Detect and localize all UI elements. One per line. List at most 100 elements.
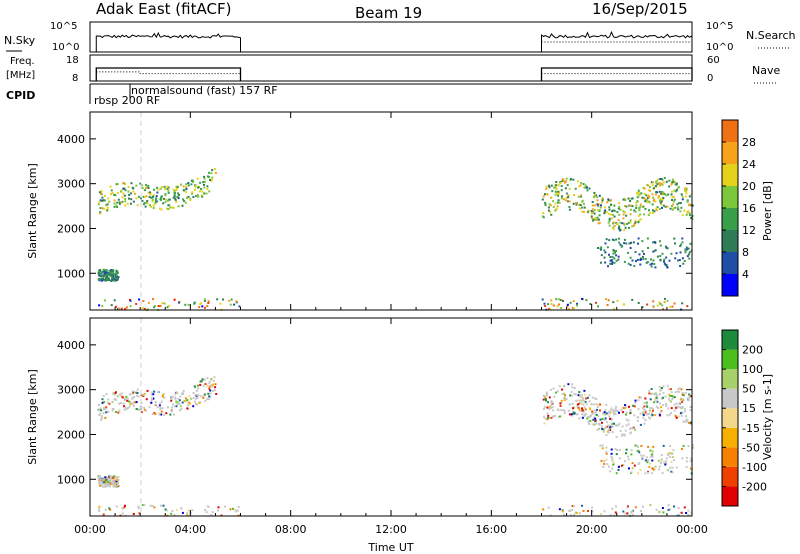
velocity-cell xyxy=(559,405,562,407)
velocity-cell xyxy=(145,409,148,412)
velocity-cell xyxy=(563,385,566,388)
velocity-cell xyxy=(99,484,101,487)
power-cell xyxy=(656,304,659,307)
velocity-cell xyxy=(561,388,564,391)
velocity-colorbar-swatch xyxy=(722,447,738,467)
power-cell xyxy=(560,185,563,187)
power-cell xyxy=(592,219,594,222)
velocity-cell xyxy=(112,476,115,479)
power-cell xyxy=(555,188,558,190)
power-cell xyxy=(663,193,666,196)
velocity-cell xyxy=(633,414,636,417)
velocity-cell xyxy=(583,389,586,392)
power-cell xyxy=(135,184,138,187)
velocity-cell xyxy=(202,397,205,399)
power-cell xyxy=(173,298,176,301)
velocity-cell xyxy=(648,466,651,468)
power-cell xyxy=(167,204,170,207)
velocity-cell xyxy=(627,505,629,508)
velocity-cell xyxy=(615,405,617,408)
power-cell xyxy=(686,210,689,213)
power-cell xyxy=(172,206,175,209)
velocity-cell xyxy=(611,507,614,510)
power-cell xyxy=(197,195,200,198)
velocity-cell xyxy=(625,413,627,416)
power-cell xyxy=(629,263,632,266)
power-cell xyxy=(661,183,664,186)
power-cell xyxy=(685,246,688,249)
velocity-cell xyxy=(184,397,187,400)
power-cell xyxy=(683,260,686,262)
power-cell xyxy=(610,203,612,206)
velocity-cell xyxy=(668,388,671,391)
velocity-cell xyxy=(632,427,634,430)
power-cell xyxy=(613,307,616,310)
velocity-cell xyxy=(614,407,617,410)
power-cell xyxy=(645,194,648,197)
power-cell xyxy=(541,198,544,201)
velocity-colorbar-swatch xyxy=(722,388,738,409)
velocity-cell xyxy=(681,406,684,409)
velocity-cell xyxy=(689,409,692,412)
velocity-cell xyxy=(605,446,608,449)
power-cell xyxy=(634,219,637,222)
noise-series-group xyxy=(95,30,693,52)
power-cell xyxy=(652,300,655,303)
power-cell xyxy=(132,190,135,193)
velocity-cell xyxy=(681,398,684,401)
power-cell xyxy=(605,238,608,241)
power-cell xyxy=(551,190,554,193)
power-cell xyxy=(660,200,663,203)
power-cell xyxy=(644,200,647,203)
velocity-cell xyxy=(106,401,109,404)
power-colorbar-label: Power [dB] xyxy=(761,181,774,241)
power-cell xyxy=(545,187,548,190)
velocity-cell xyxy=(547,506,550,509)
power-cell xyxy=(174,199,177,202)
velocity-cell xyxy=(628,405,630,408)
velocity-cell xyxy=(651,414,654,416)
power-cell xyxy=(575,203,578,206)
power-cell xyxy=(642,205,645,208)
velocity-cell xyxy=(584,414,586,417)
power-cell xyxy=(122,182,125,185)
power-cell xyxy=(107,197,110,200)
velocity-ytick-label-2: 3000 xyxy=(57,384,85,397)
velocity-cell xyxy=(680,406,682,409)
velocity-cell xyxy=(609,418,612,420)
power-cell xyxy=(646,303,649,306)
velocity-cell xyxy=(675,402,678,405)
power-cell xyxy=(201,195,204,198)
power-cell xyxy=(656,191,659,194)
power-cell xyxy=(155,197,158,200)
velocity-cell xyxy=(640,396,642,399)
velocity-cell xyxy=(613,413,616,416)
power-cell xyxy=(662,181,665,184)
velocity-cell xyxy=(650,388,653,390)
power-cell xyxy=(589,303,592,305)
velocity-cell xyxy=(107,410,110,413)
velocity-cell xyxy=(671,395,674,397)
power-colorbar-swatch xyxy=(722,230,738,252)
power-cell xyxy=(581,210,584,213)
power-cell xyxy=(106,277,109,280)
velocity-cell xyxy=(657,407,659,410)
power-cell xyxy=(167,186,170,189)
velocity-cell xyxy=(681,393,684,396)
power-cell xyxy=(685,192,688,195)
velocity-cell xyxy=(558,508,561,511)
velocity-cell xyxy=(573,387,576,389)
velocity-cell xyxy=(153,506,156,509)
velocity-cell xyxy=(615,472,618,475)
velocity-cell xyxy=(665,462,668,465)
power-cell xyxy=(606,201,609,204)
velocity-cell xyxy=(582,510,585,512)
velocity-cell xyxy=(611,459,614,462)
velocity-cell xyxy=(668,393,671,396)
power-cell xyxy=(637,191,640,194)
power-cell xyxy=(631,205,634,208)
velocity-cell xyxy=(589,408,592,411)
power-cell xyxy=(590,209,593,212)
power-cell xyxy=(149,205,152,208)
power-cell xyxy=(115,183,118,186)
